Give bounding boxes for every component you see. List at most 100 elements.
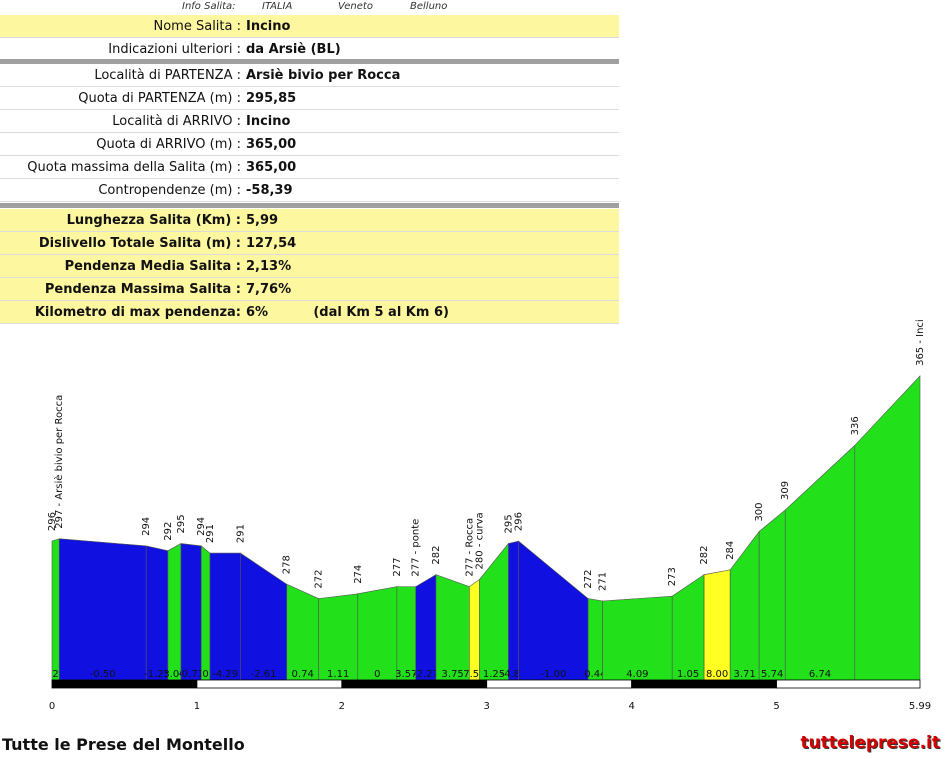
x-tick-label: 3 <box>484 701 490 712</box>
segment-gradient-label: 6.74 <box>809 669 831 680</box>
segment-gradient-label: -1.00 <box>540 669 566 680</box>
profile-segment <box>587 598 603 681</box>
profile-segment <box>51 538 60 681</box>
brand-logo-text: Tutte le Prese del Montello <box>2 735 245 754</box>
profile-segment <box>209 552 241 681</box>
profile-segment <box>784 444 856 681</box>
detail-label: Quota di PARTENZA (m) : <box>0 86 243 110</box>
profile-segment <box>415 574 437 681</box>
altitude-label: 282 <box>431 546 442 565</box>
detail-label: Quota massima della Salita (m) : <box>0 155 243 179</box>
profile-segment <box>602 595 673 681</box>
segment-gradient-label: 3.00 <box>163 669 185 680</box>
altitude-label: 309 <box>780 481 791 500</box>
profile-segment <box>671 574 705 681</box>
profile-segment <box>180 543 202 681</box>
profile-segment <box>396 586 417 681</box>
altitude-label: 274 <box>353 565 364 584</box>
profile-segment <box>286 583 319 681</box>
x-tick-label: 4 <box>628 701 634 712</box>
detail-row: Quota massima della Salita (m) : 365,00 <box>0 155 619 179</box>
info-topbar: Info Salita: ITALIA Veneto Belluno <box>0 0 620 14</box>
altitude-label: 273 <box>667 567 678 586</box>
info-label: Info Salita: <box>182 1 236 12</box>
altitude-label: 284 <box>725 541 736 560</box>
altitude-label: 296 <box>47 512 58 531</box>
stat-label: Kilometro di max pendenza: <box>0 300 243 324</box>
segment-gradient-label: -0.50 <box>90 669 116 680</box>
segment-gradient-label: 3.57 <box>395 669 417 680</box>
stat-value: 7,76% <box>243 277 619 301</box>
segment-gradient-label: 1.05 <box>677 669 699 680</box>
km-bar-segment <box>776 679 921 689</box>
altitude-label: 277 - ponte <box>411 519 422 577</box>
separator <box>0 203 619 208</box>
altitude-label: 272 <box>583 569 594 588</box>
segment-gradient-label: 0.74 <box>292 669 314 680</box>
km-bar-segment <box>51 679 198 689</box>
segment-gradient-label: 1.25 <box>483 669 505 680</box>
segment-gradient-label: 3.71 <box>734 669 756 680</box>
profile-segment <box>167 543 182 681</box>
detail-label: Contropendenze (m) : <box>0 178 243 202</box>
climb-name-value: Incino <box>243 15 619 38</box>
climb-details-table: Località di PARTENZA : Arsiè bivio per R… <box>0 64 619 202</box>
altitude-label: 300 <box>754 502 765 521</box>
stat-row: Pendenza Media Salita : 2,13% <box>0 254 619 278</box>
indications-value: da Arsiè (BL) <box>243 37 619 61</box>
detail-row: Contropendenze (m) : -58,39 <box>0 178 619 202</box>
stat-row: Pendenza Massima Salita : 7,76% <box>0 277 619 301</box>
segment-gradient-label: -4.29 <box>212 669 238 680</box>
detail-row: Quota di ARRIVO (m) : 365,00 <box>0 132 619 156</box>
detail-label: Località di ARRIVO : <box>0 109 243 133</box>
stat-label: Pendenza Media Salita : <box>0 254 243 278</box>
detail-row: Quota di PARTENZA (m) : 295,85 <box>0 86 619 110</box>
altitude-label: 277 - Rocca <box>464 518 475 577</box>
km-bar-segment <box>196 679 343 689</box>
altitude-label: 277 <box>392 558 403 577</box>
km-bar-segment <box>631 679 777 689</box>
profile-segment <box>240 552 288 681</box>
climb-name-label: Nome Salita : <box>0 15 243 38</box>
segment-gradient-label: 7.50 <box>463 669 485 680</box>
stat-label: Pendenza Massima Salita : <box>0 277 243 301</box>
detail-value: 295,85 <box>243 86 619 110</box>
x-tick-label: 5 <box>773 701 779 712</box>
detail-value: 365,00 <box>243 132 619 156</box>
segment-gradient-label: -2.61 <box>251 669 277 680</box>
segment-gradient-label: 0 <box>202 669 208 680</box>
segment-gradient-label: 2 <box>52 669 58 680</box>
country: ITALIA <box>262 1 293 12</box>
stat-label: Dislivello Totale Salita (m) : <box>0 231 243 255</box>
detail-label: Quota di ARRIVO (m) : <box>0 132 243 156</box>
altitude-label: 280 - curva <box>474 512 485 569</box>
altitude-label: 295 <box>503 514 514 533</box>
altitude-label: 278 <box>282 555 293 574</box>
stat-row: Dislivello Totale Salita (m) : 127,54 <box>0 231 619 255</box>
stat-value: 6% (dal Km 5 al Km 6) <box>243 300 619 324</box>
profile-segment <box>435 574 470 681</box>
climb-name-row: Nome Salita : Incino <box>0 15 619 38</box>
altitude-label: 271 <box>598 572 609 591</box>
region: Veneto <box>338 1 373 12</box>
profile-segment <box>703 569 731 681</box>
detail-row: Località di ARRIVO : Incino <box>0 109 619 133</box>
altitude-label: 272 <box>314 569 325 588</box>
stat-label: Lunghezza Salita (Km) : <box>0 209 243 232</box>
altimetry-profile-chart: 2 -0.50 -1.253.00-0.710 -4.29 -2.61 0.74 1.11 0… <box>47 320 931 712</box>
altitude-label: 291 <box>205 524 216 543</box>
segment-gradient-label: 0.44 <box>584 669 606 680</box>
climb-header-table: Nome Salita : Incino Indicazioni ulterio… <box>0 15 619 61</box>
detail-value: 365,00 <box>243 155 619 179</box>
segment-gradient-label: 0 <box>374 669 380 680</box>
x-tick-label: 5.99 <box>909 701 931 712</box>
altitude-label: 295 <box>176 514 187 533</box>
x-tick-label: 2 <box>339 701 345 712</box>
segment-gradient-label: -0.71 <box>178 669 204 680</box>
profile-segment <box>854 375 921 681</box>
climb-stats-table: Lunghezza Salita (Km) : 5,99 Dislivello T… <box>0 209 619 324</box>
detail-value: -58,39 <box>243 178 619 202</box>
segment-gradient-label: 5.74 <box>761 669 783 680</box>
separator <box>0 59 619 64</box>
profile-segment <box>758 509 786 681</box>
